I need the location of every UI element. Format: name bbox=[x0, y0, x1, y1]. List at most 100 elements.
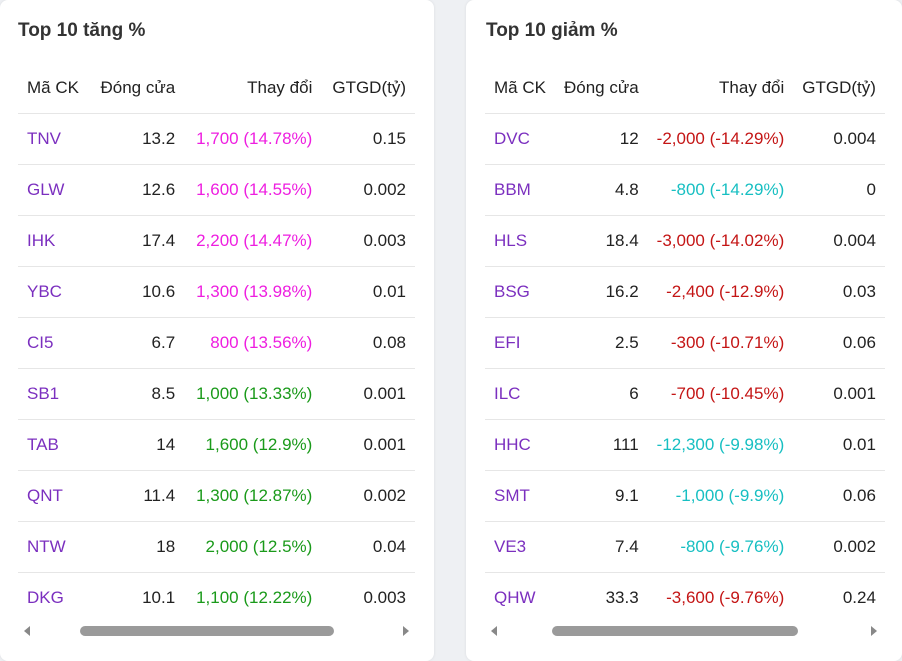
table-row[interactable]: DVC 12 -2,000 (-14.29%) 0.004 bbox=[485, 113, 885, 165]
trade-value-cell: 0.04 bbox=[321, 521, 415, 573]
stock-symbol-link[interactable]: QHW bbox=[485, 572, 555, 623]
change-cell: 1,300 (13.98%) bbox=[184, 266, 322, 318]
close-price-cell: 12.6 bbox=[89, 164, 185, 216]
close-price-cell: 7.4 bbox=[554, 521, 648, 573]
trade-value-cell: 0.01 bbox=[793, 419, 885, 471]
change-cell: -300 (-10.71%) bbox=[647, 317, 794, 369]
stock-symbol-link[interactable]: YBC bbox=[18, 266, 90, 318]
trade-value-cell: 0.002 bbox=[793, 521, 885, 573]
trade-value-cell: 0.002 bbox=[321, 470, 415, 522]
table-row[interactable]: EFI 2.5 -300 (-10.71%) 0.06 bbox=[485, 317, 885, 369]
stock-symbol-link[interactable]: SMT bbox=[485, 470, 555, 522]
close-price-cell: 2.5 bbox=[554, 317, 648, 369]
change-cell: -1,000 (-9.9%) bbox=[647, 470, 794, 522]
table-row[interactable]: DKG 10.1 1,100 (12.22%) 0.003 bbox=[18, 572, 415, 623]
stock-symbol-link[interactable]: EFI bbox=[485, 317, 555, 369]
header-value[interactable]: GTGD(tỷ) bbox=[332, 77, 406, 97]
stock-symbol-link[interactable]: BBM bbox=[485, 164, 555, 216]
change-cell: 2,000 (12.5%) bbox=[184, 521, 322, 573]
trade-value-cell: 0.003 bbox=[321, 572, 415, 623]
close-price-cell: 17.4 bbox=[89, 215, 185, 267]
close-price-cell: 6.7 bbox=[89, 317, 185, 369]
table-row[interactable]: BSG 16.2 -2,400 (-12.9%) 0.03 bbox=[485, 266, 885, 318]
trade-value-cell: 0 bbox=[793, 164, 885, 216]
change-cell: -800 (-9.76%) bbox=[647, 521, 794, 573]
table-row[interactable]: NTW 18 2,000 (12.5%) 0.04 bbox=[18, 521, 415, 573]
table-row[interactable]: ILC 6 -700 (-10.45%) 0.001 bbox=[485, 368, 885, 420]
stock-symbol-link[interactable]: DKG bbox=[18, 572, 90, 623]
table-row[interactable]: BBM 4.8 -800 (-14.29%) 0 bbox=[485, 164, 885, 216]
top-losers-panel: Top 10 giảm % Mã CK Đóng cửa Thay đổi GT… bbox=[466, 0, 902, 661]
stock-symbol-link[interactable]: GLW bbox=[18, 164, 90, 216]
header-symbol[interactable]: Mã CK bbox=[494, 77, 546, 97]
trade-value-cell: 0.002 bbox=[321, 164, 415, 216]
header-change[interactable]: Thay đổi bbox=[719, 77, 785, 97]
table-row[interactable]: SMT 9.1 -1,000 (-9.9%) 0.06 bbox=[485, 470, 885, 522]
stock-symbol-link[interactable]: ILC bbox=[485, 368, 555, 420]
header-change[interactable]: Thay đổi bbox=[247, 77, 313, 97]
panel-title: Top 10 giảm % bbox=[486, 20, 618, 41]
header-close[interactable]: Đóng cửa bbox=[100, 77, 176, 97]
table-row[interactable]: QHW 33.3 -3,600 (-9.76%) 0.24 bbox=[485, 572, 885, 623]
stock-symbol-link[interactable]: HLS bbox=[485, 215, 555, 267]
table-header-row: Mã CK Đóng cửa Thay đổi GTGD(tỷ) bbox=[485, 62, 885, 114]
table-row[interactable]: SB1 8.5 1,000 (13.33%) 0.001 bbox=[18, 368, 415, 420]
header-close[interactable]: Đóng cửa bbox=[563, 77, 639, 97]
header-value[interactable]: GTGD(tỷ) bbox=[802, 77, 876, 97]
horizontal-scrollbar[interactable] bbox=[485, 621, 883, 641]
change-cell: 1,600 (12.9%) bbox=[184, 419, 322, 471]
stock-symbol-link[interactable]: TAB bbox=[18, 419, 90, 471]
change-cell: 800 (13.56%) bbox=[184, 317, 322, 369]
trade-value-cell: 0.004 bbox=[793, 113, 885, 165]
trade-value-cell: 0.24 bbox=[793, 572, 885, 623]
change-cell: -3,600 (-9.76%) bbox=[647, 572, 794, 623]
top-gainers-panel: Top 10 tăng % Mã CK Đóng cửa Thay đổi GT… bbox=[0, 0, 434, 661]
stock-symbol-link[interactable]: DVC bbox=[485, 113, 555, 165]
stock-symbol-link[interactable]: QNT bbox=[18, 470, 90, 522]
stock-symbol-link[interactable]: SB1 bbox=[18, 368, 90, 420]
scroll-left-arrow-icon[interactable] bbox=[24, 626, 30, 636]
stock-symbol-link[interactable]: HHC bbox=[485, 419, 555, 471]
table-row[interactable]: CI5 6.7 800 (13.56%) 0.08 bbox=[18, 317, 415, 369]
close-price-cell: 33.3 bbox=[554, 572, 648, 623]
change-cell: 2,200 (14.47%) bbox=[184, 215, 322, 267]
stock-symbol-link[interactable]: NTW bbox=[18, 521, 90, 573]
change-cell: 1,100 (12.22%) bbox=[184, 572, 322, 623]
trade-value-cell: 0.001 bbox=[321, 368, 415, 420]
close-price-cell: 12 bbox=[554, 113, 648, 165]
table-row[interactable]: YBC 10.6 1,300 (13.98%) 0.01 bbox=[18, 266, 415, 318]
close-price-cell: 8.5 bbox=[89, 368, 185, 420]
table-row[interactable]: GLW 12.6 1,600 (14.55%) 0.002 bbox=[18, 164, 415, 216]
table-row[interactable]: TNV 13.2 1,700 (14.78%) 0.15 bbox=[18, 113, 415, 165]
stock-symbol-link[interactable]: BSG bbox=[485, 266, 555, 318]
stock-symbol-link[interactable]: CI5 bbox=[18, 317, 90, 369]
scrollbar-thumb[interactable] bbox=[552, 626, 798, 636]
change-cell: -2,000 (-14.29%) bbox=[647, 113, 794, 165]
close-price-cell: 9.1 bbox=[554, 470, 648, 522]
change-cell: -12,300 (-9.98%) bbox=[647, 419, 794, 471]
stock-symbol-link[interactable]: TNV bbox=[18, 113, 90, 165]
horizontal-scrollbar[interactable] bbox=[18, 621, 415, 641]
stock-symbol-link[interactable]: VE3 bbox=[485, 521, 555, 573]
close-price-cell: 18 bbox=[89, 521, 185, 573]
close-price-cell: 111 bbox=[554, 419, 648, 471]
table-row[interactable]: TAB 14 1,600 (12.9%) 0.001 bbox=[18, 419, 415, 471]
table-row[interactable]: HHC 111 -12,300 (-9.98%) 0.01 bbox=[485, 419, 885, 471]
scroll-right-arrow-icon[interactable] bbox=[403, 626, 409, 636]
table-row[interactable]: IHK 17.4 2,200 (14.47%) 0.003 bbox=[18, 215, 415, 267]
losers-table: Mã CK Đóng cửa Thay đổi GTGD(tỷ) DVC 12 -2… bbox=[485, 62, 885, 623]
close-price-cell: 16.2 bbox=[554, 266, 648, 318]
table-row[interactable]: VE3 7.4 -800 (-9.76%) 0.002 bbox=[485, 521, 885, 573]
table-row[interactable]: HLS 18.4 -3,000 (-14.02%) 0.004 bbox=[485, 215, 885, 267]
close-price-cell: 6 bbox=[554, 368, 648, 420]
header-symbol[interactable]: Mã CK bbox=[27, 77, 79, 97]
trade-value-cell: 0.06 bbox=[793, 470, 885, 522]
table-row[interactable]: QNT 11.4 1,300 (12.87%) 0.002 bbox=[18, 470, 415, 522]
change-cell: 1,300 (12.87%) bbox=[184, 470, 322, 522]
scroll-left-arrow-icon[interactable] bbox=[491, 626, 497, 636]
stock-symbol-link[interactable]: IHK bbox=[18, 215, 90, 267]
table-header-row: Mã CK Đóng cửa Thay đổi GTGD(tỷ) bbox=[18, 62, 415, 114]
trade-value-cell: 0.004 bbox=[793, 215, 885, 267]
scrollbar-thumb[interactable] bbox=[80, 626, 334, 636]
scroll-right-arrow-icon[interactable] bbox=[871, 626, 877, 636]
